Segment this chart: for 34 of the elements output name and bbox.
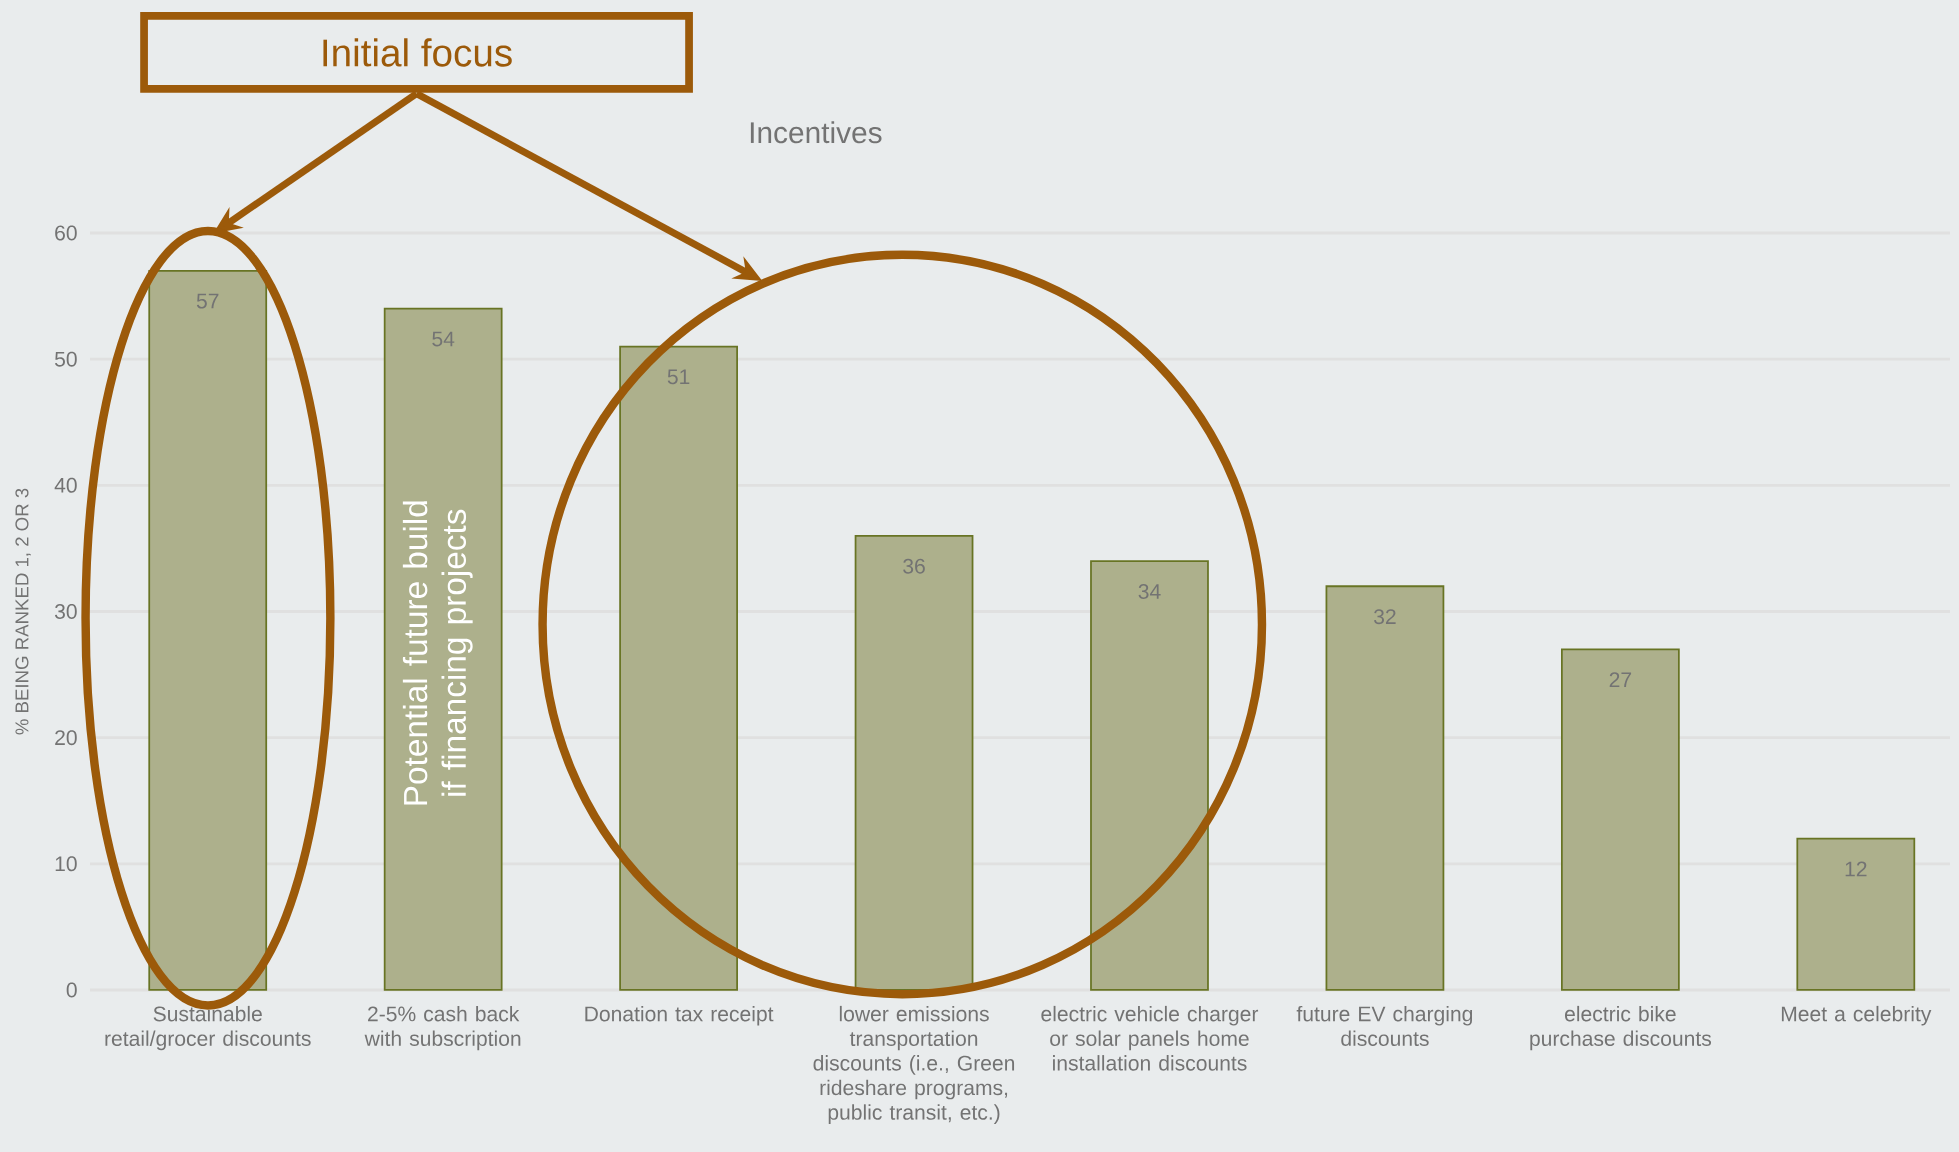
bar	[1090, 560, 1209, 991]
x-tick-label: future EV charging discounts	[1296, 1005, 1473, 1047]
bar	[1325, 585, 1445, 991]
x-tick-label: electric vehicle charger or solar panels home installation discounts	[1041, 1005, 1259, 1071]
x-tick-label: lower emissions transportation discounts (i.e., Green rideshare programs, public transit, etc.)	[813, 1005, 1015, 1124]
chart-title: Incentives	[750, 121, 882, 144]
y-tick-label: 20	[55, 730, 77, 746]
bar	[1796, 837, 1916, 991]
x-tick-label: Sustainable retail/grocer discounts	[105, 1005, 311, 1051]
y-axis-title: % BEING RANKED 1, 2 OR 3	[15, 488, 31, 735]
x-tick-label: Donation tax receipt	[585, 1005, 774, 1026]
data-label: 57	[196, 293, 219, 309]
y-tick-label: 30	[54, 604, 77, 619]
data-label: 36	[903, 558, 925, 574]
y-tick-label: 10	[55, 856, 77, 872]
data-label: 54	[432, 331, 455, 347]
x-tick-label: 2-5% cash back with subscription	[364, 1005, 521, 1051]
text: Initial focus	[323, 38, 512, 67]
bar	[383, 307, 503, 991]
data-label: 32	[1374, 609, 1396, 625]
x-tick-label: electric bike purchase discounts	[1530, 1005, 1712, 1051]
bar	[619, 345, 738, 991]
data-label: 12	[1845, 861, 1867, 877]
y-tick-label: 50	[54, 351, 77, 367]
annotation: Potential future build if financing projects	[402, 501, 473, 805]
y-tick-label: 40	[54, 477, 77, 493]
bar	[1560, 648, 1680, 991]
data-label: 27	[1609, 672, 1632, 688]
y-tick-label: 60	[55, 225, 77, 241]
y-tick-label: 0	[66, 982, 77, 998]
data-label: 34	[1138, 583, 1161, 599]
bar	[854, 534, 974, 991]
x-tick-label: Meet a celebrity	[1781, 1005, 1932, 1026]
data-label: 51	[667, 369, 690, 385]
